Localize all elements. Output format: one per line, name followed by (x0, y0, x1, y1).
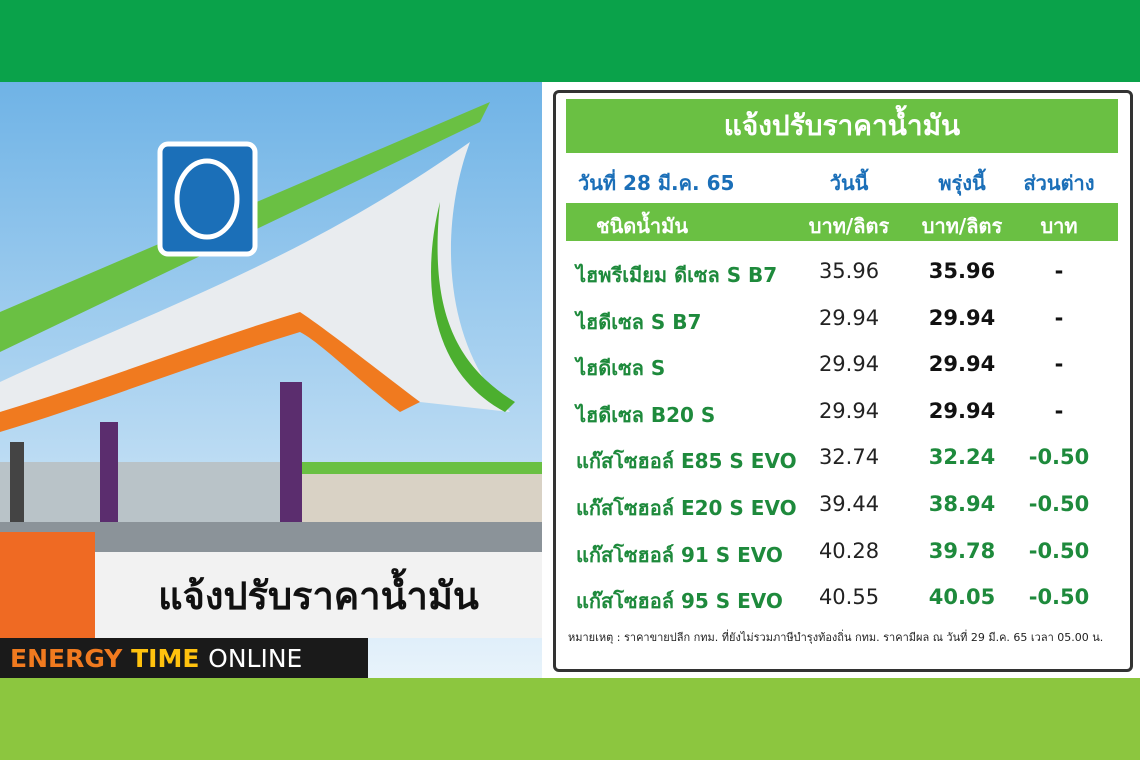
price-today: 35.96 (818, 259, 880, 283)
price-tomorrow: 38.94 (928, 492, 996, 516)
price-today: 40.28 (818, 538, 880, 563)
price-today: 32.74 (818, 445, 880, 470)
price-tomorrow: 35.96 (928, 259, 996, 283)
price-diff: - (1054, 352, 1064, 377)
station-photo (0, 82, 542, 678)
price-panel: แจ้งปรับราคาน้ำมัน หมายเหตุ : ราคาขายปลี… (553, 90, 1133, 672)
fuel-name: แก๊สโซฮอล์ E85 S EVO (576, 449, 797, 474)
panel-title: แจ้งปรับราคาน้ำมัน (566, 99, 1118, 153)
price-diff: - (1054, 305, 1064, 330)
fuel-name: ไฮดีเซล S B7 (576, 309, 702, 334)
price-diff: - (1054, 398, 1064, 423)
column-header: ส่วนต่าง (1023, 171, 1095, 195)
price-today: 29.94 (818, 398, 880, 423)
fuel-name: ไฮดีเซล S (576, 356, 666, 381)
fuel-name: แก๊สโซฮอล์ E20 S EVO (576, 496, 797, 520)
price-tomorrow: 29.94 (928, 352, 996, 377)
price-tomorrow: 29.94 (928, 305, 996, 330)
price-today: 29.94 (818, 305, 880, 330)
price-tomorrow: 39.78 (928, 538, 996, 563)
brand: ENERGY TIME ONLINE (10, 642, 302, 676)
price-diff: - (1054, 259, 1064, 283)
fuel-name: แก๊สโซฮอล์ 95 S EVO (576, 589, 783, 614)
price-tomorrow: 40.05 (928, 585, 996, 610)
column-header: วันนี้ (829, 171, 869, 195)
brand-word: TIME (131, 644, 200, 673)
subheader: บาท (1040, 214, 1078, 238)
fuel-name: แก๊สโซฮอล์ 91 S EVO (576, 542, 783, 567)
price-today: 29.94 (818, 352, 880, 377)
brand-word: ENERGY (10, 644, 123, 673)
brand-word: ONLINE (208, 644, 303, 673)
price-today: 39.44 (818, 492, 880, 516)
subheader: บาท/ลิตร (921, 214, 1003, 238)
price-diff: -0.50 (1028, 492, 1090, 516)
subheader: ชนิดน้ำมัน (596, 214, 688, 238)
subheader: บาท/ลิตร (808, 214, 890, 238)
date: วันที่ 28 มี.ค. 65 (578, 171, 735, 195)
price-diff: -0.50 (1028, 445, 1090, 470)
caption-headline: แจ้งปรับราคาน้ำมัน (158, 573, 479, 618)
price-diff: -0.50 (1028, 585, 1090, 610)
price-tomorrow: 32.24 (928, 445, 996, 470)
price-today: 40.55 (818, 585, 880, 610)
price-diff: -0.50 (1028, 538, 1090, 563)
subheader-bar (566, 203, 1118, 241)
price-tomorrow: 29.94 (928, 398, 996, 423)
column-header: พรุ่งนี้ (938, 171, 986, 195)
top-band (0, 0, 1140, 82)
fuel-name: ไฮดีเซล B20 S (576, 402, 716, 427)
note: หมายเหตุ : ราคาขายปลีก กทม. ที่ยังไม่รวม… (568, 631, 1104, 644)
fuel-name: ไฮพรีเมียม ดีเซล S B7 (576, 263, 778, 287)
